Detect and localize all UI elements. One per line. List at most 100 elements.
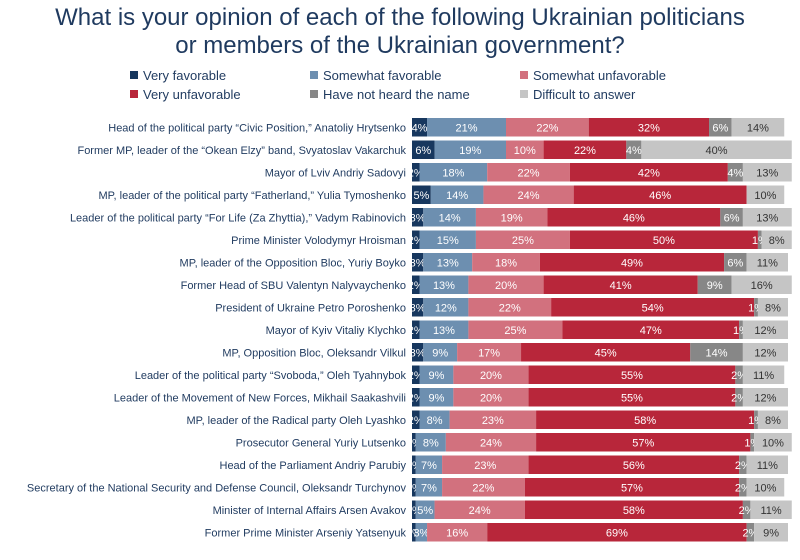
data-label: 6% xyxy=(724,212,740,224)
bar-segment-very-favorable xyxy=(412,185,431,204)
bar-segment-not-heard xyxy=(720,208,743,227)
bar-segment-very-unfavorable xyxy=(562,320,740,339)
bar-segment-not-heard xyxy=(727,163,743,182)
data-label: 12% xyxy=(754,325,776,337)
data-label: 5% xyxy=(413,190,429,202)
category-label: Secretary of the National Security and D… xyxy=(27,482,407,494)
bar-segment-very-favorable xyxy=(412,478,416,497)
bar-segment-very-unfavorable xyxy=(573,185,747,204)
bar-segment-very-unfavorable xyxy=(588,118,710,137)
bar-segment-very-favorable xyxy=(412,343,424,362)
data-label: 32% xyxy=(638,122,660,134)
data-label: 42% xyxy=(638,167,660,179)
bar-segment-very-favorable xyxy=(412,208,424,227)
bar-segment-somewhat-unfavorable xyxy=(449,410,537,429)
data-label: 46% xyxy=(649,190,671,202)
category-label: MP, leader of the Radical party Oleh Lya… xyxy=(186,415,406,427)
category-label: Former Prime Minister Arseniy Yatsenyuk xyxy=(205,527,407,539)
bar-segment-difficult xyxy=(754,523,788,542)
bar-segment-very-favorable xyxy=(412,523,416,542)
bar-segment-difficult xyxy=(746,478,785,497)
bar-segment-somewhat-favorable xyxy=(434,140,506,159)
category-label: Leader of the political party “For Life … xyxy=(70,212,406,224)
bar-segment-not-heard xyxy=(697,275,732,294)
bar-segment-difficult xyxy=(731,118,785,137)
bar-segment-somewhat-favorable xyxy=(419,320,469,339)
chart-title: What is your opinion of each of the foll… xyxy=(0,4,800,60)
data-label: 56% xyxy=(623,460,645,472)
data-label: 54% xyxy=(642,302,664,314)
legend-label: Somewhat favorable xyxy=(323,68,442,83)
bar-segment-somewhat-unfavorable xyxy=(427,523,488,542)
category-label: Former MP, leader of the “Okean Elzy” ba… xyxy=(77,145,406,157)
data-label: 20% xyxy=(480,392,502,404)
data-label: 23% xyxy=(474,460,496,472)
category-label: Prosecutor General Yuriy Lutsenko xyxy=(236,437,406,449)
bar-segment-not-heard xyxy=(690,343,743,362)
data-label: 20% xyxy=(495,280,517,292)
legend-swatch xyxy=(310,90,318,98)
data-label: 20% xyxy=(480,370,502,382)
bar-segment-somewhat-favorable xyxy=(423,208,476,227)
data-label: 14% xyxy=(747,122,769,134)
bar-segment-very-favorable xyxy=(412,230,420,249)
bar-segment-very-unfavorable xyxy=(543,275,698,294)
bar-segment-somewhat-unfavorable xyxy=(475,230,570,249)
data-label: 13% xyxy=(756,167,778,179)
bar-segment-somewhat-favorable xyxy=(419,163,488,182)
data-label: 5% xyxy=(417,505,433,517)
bar-segment-very-unfavorable xyxy=(551,298,755,317)
category-label: President of Ukraine Petro Poroshenko xyxy=(215,302,406,314)
data-label: 9% xyxy=(428,370,444,382)
bar-segment-very-favorable xyxy=(412,433,416,452)
bar-segment-somewhat-unfavorable xyxy=(468,320,563,339)
data-label: 6% xyxy=(727,257,743,269)
category-label: Mayor of Lviv Andriy Sadovyi xyxy=(265,167,406,179)
data-label: 13% xyxy=(437,257,459,269)
legend-label: Have not heard the name xyxy=(323,87,470,102)
bar-segment-very-favorable xyxy=(412,140,435,159)
bar-segment-difficult xyxy=(750,500,792,519)
data-label: 3% xyxy=(410,302,426,314)
data-label: 13% xyxy=(433,280,455,292)
bar-segment-very-unfavorable xyxy=(547,208,721,227)
data-label: 17% xyxy=(478,347,500,359)
bar-segment-very-favorable xyxy=(412,163,420,182)
data-label: 19% xyxy=(459,145,481,157)
bar-segment-very-unfavorable xyxy=(528,388,736,407)
bar-segment-somewhat-favorable xyxy=(419,388,454,407)
bar-segment-not-heard xyxy=(724,253,747,272)
data-label: 46% xyxy=(623,212,645,224)
bar-segment-not-heard xyxy=(739,320,743,339)
bar-segment-somewhat-unfavorable xyxy=(434,500,525,519)
bar-segment-somewhat-favorable xyxy=(427,118,506,137)
data-label: 3% xyxy=(413,527,429,539)
data-label: 9% xyxy=(428,392,444,404)
bar-segment-very-unfavorable xyxy=(539,253,725,272)
data-label: 22% xyxy=(499,302,521,314)
data-label: 18% xyxy=(442,167,464,179)
bar-segment-very-favorable xyxy=(412,275,420,294)
data-label: 13% xyxy=(756,212,778,224)
category-label: Leader of the political party “Svoboda,”… xyxy=(135,370,407,382)
data-label: 11% xyxy=(753,370,774,382)
data-label: 14% xyxy=(439,212,461,224)
data-label: 16% xyxy=(751,280,773,292)
bar-segment-somewhat-unfavorable xyxy=(453,365,529,384)
bar-segment-somewhat-favorable xyxy=(423,343,458,362)
bar-segment-difficult xyxy=(641,140,792,159)
data-label: 19% xyxy=(501,212,523,224)
bar-segment-difficult xyxy=(742,208,792,227)
data-label: 22% xyxy=(518,167,540,179)
bar-segment-very-unfavorable xyxy=(536,410,755,429)
data-label: 22% xyxy=(536,122,558,134)
chart-title-line-1: What is your opinion of each of the foll… xyxy=(55,4,745,31)
data-label: 12% xyxy=(754,392,776,404)
data-label: 3% xyxy=(410,212,426,224)
data-label: 9% xyxy=(763,527,779,539)
bar-segment-somewhat-unfavorable xyxy=(457,343,522,362)
category-label: MP, leader of the political party “Fathe… xyxy=(98,190,406,202)
bar-segment-difficult xyxy=(757,410,788,429)
bar-segment-not-heard xyxy=(709,118,732,137)
bar-segment-not-heard xyxy=(739,455,747,474)
